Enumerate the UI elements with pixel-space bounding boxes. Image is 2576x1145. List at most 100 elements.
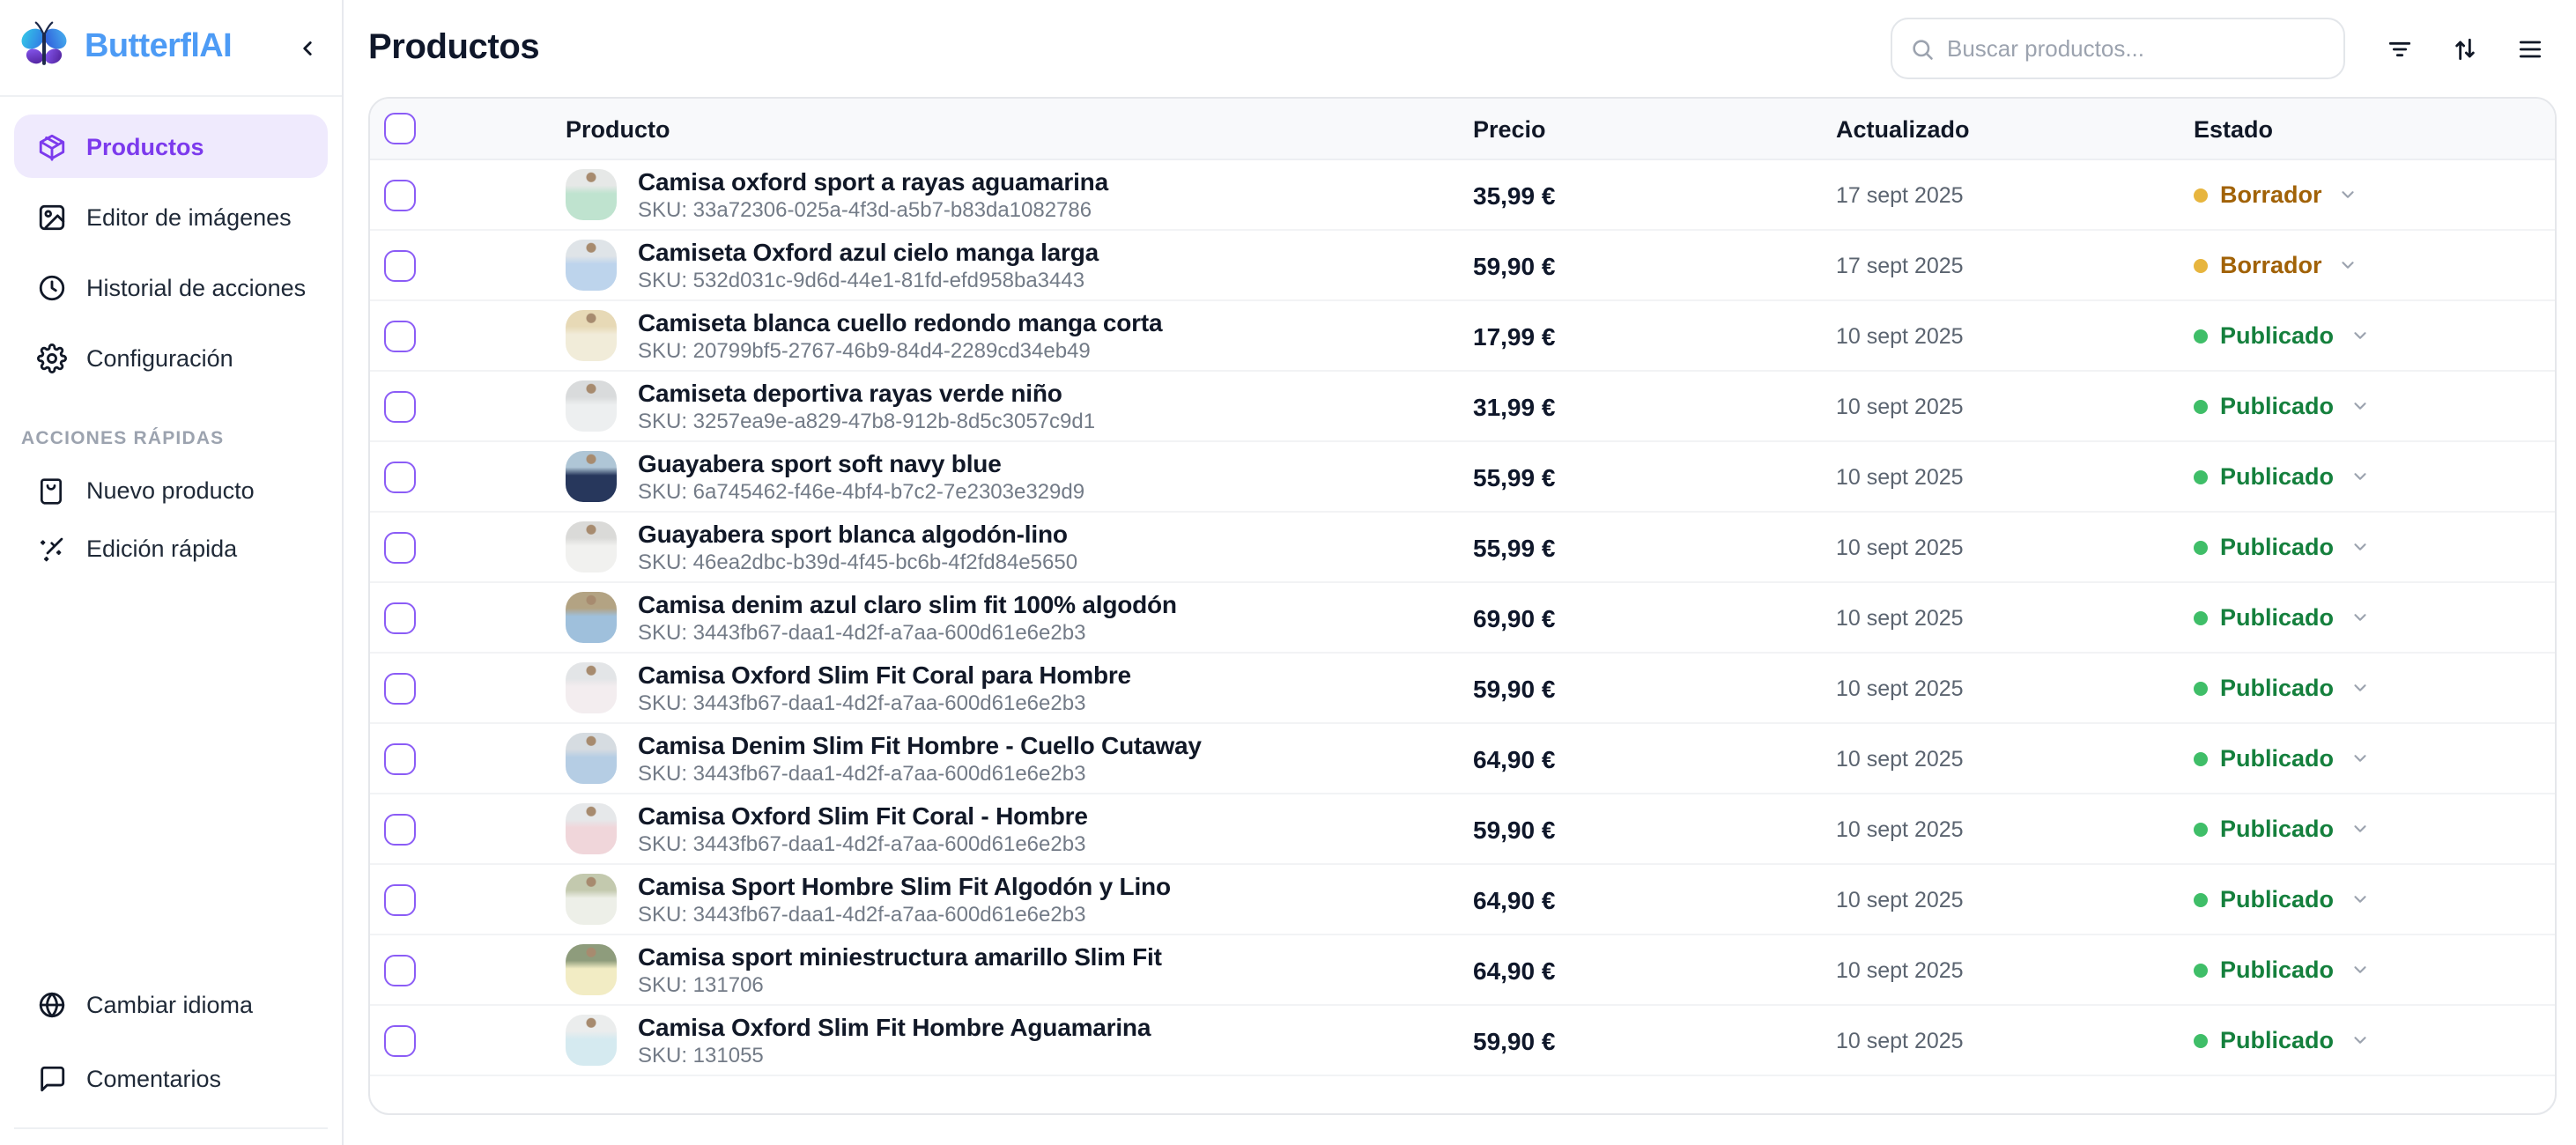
product-price: 64,90 € [1473,885,1556,913]
product-price: 55,99 € [1473,533,1556,561]
product-name: Guayabera sport soft navy blue [638,449,1002,477]
row-checkbox[interactable] [384,742,416,774]
product-thumbnail [566,240,617,291]
status-dot-icon [2194,610,2208,624]
status-dropdown[interactable]: Publicado [2194,886,2555,912]
product-price: 69,90 € [1473,603,1556,632]
table-row[interactable]: Camisa denim azul claro slim fit 100% al… [370,583,2555,654]
topbar-actions [1891,18,2557,79]
product-updated-date: 10 sept 2025 [1836,464,1964,489]
status-dropdown[interactable]: Publicado [2194,816,2555,842]
table-row[interactable]: Camisa Oxford Slim Fit Coral - Hombre SK… [370,794,2555,865]
row-checkbox[interactable] [384,672,416,704]
status-dropdown[interactable]: Publicado [2194,745,2555,772]
row-checkbox[interactable] [384,249,416,281]
product-sku: SKU: 532d031c-9d6d-44e1-81fd-efd958ba344… [638,268,1085,292]
row-checkbox[interactable] [384,954,416,986]
row-checkbox[interactable] [384,602,416,633]
row-checkbox[interactable] [384,813,416,845]
quick-action-edicion-rapida[interactable]: Edición rápida [14,521,328,576]
table-row[interactable]: Camisa Oxford Slim Fit Coral para Hombre… [370,654,2555,724]
product-thumbnail [566,662,617,713]
row-checkbox[interactable] [384,1024,416,1056]
filter-button[interactable] [2373,22,2426,75]
table-row[interactable]: Camisa oxford sport a rayas aguamarina S… [370,160,2555,231]
main-content: Productos [344,0,2576,1145]
product-thumbnail [566,592,617,643]
chevron-down-icon [2338,185,2358,204]
quick-action-label: Edición rápida [86,536,238,562]
product-updated-date: 10 sept 2025 [1836,605,1964,630]
row-checkbox[interactable] [384,531,416,563]
row-checkbox[interactable] [384,179,416,211]
product-name: Camisa Sport Hombre Slim Fit Algodón y L… [638,872,1171,900]
product-name: Camiseta deportiva rayas verde niño [638,379,1062,407]
product-thumbnail [566,451,617,502]
table-row[interactable]: Camiseta deportiva rayas verde niño SKU:… [370,372,2555,442]
product-sku: SKU: 3257ea9e-a829-47b8-912b-8d5c3057c9d… [638,409,1096,433]
menu-button[interactable] [2504,22,2557,75]
sidebar-item-historial[interactable]: Historial de acciones [14,255,328,319]
table-row[interactable]: Camisa Denim Slim Fit Hombre - Cuello Cu… [370,724,2555,794]
product-name: Camisa Denim Slim Fit Hombre - Cuello Cu… [638,731,1202,759]
status-dropdown[interactable]: Borrador [2194,252,2555,278]
status-label: Publicado [2220,957,2335,983]
table-row[interactable]: Guayabera sport soft navy blue SKU: 6a74… [370,442,2555,513]
chevron-down-icon [2350,396,2369,416]
sidebar-item-configuracion[interactable]: Configuración [14,326,328,389]
status-dropdown[interactable]: Borrador [2194,181,2555,208]
column-header-estado: Estado [2194,115,2274,142]
image-icon [35,201,67,233]
status-dropdown[interactable]: Publicado [2194,534,2555,560]
status-dropdown[interactable]: Publicado [2194,957,2555,983]
quick-action-nuevo-producto[interactable]: Nuevo producto [14,463,328,518]
sidebar-item-comentarios[interactable]: Comentarios [14,1043,328,1113]
quick-actions-heading: ACCIONES RÁPIDAS [21,428,225,449]
sidebar-item-label: Historial de acciones [86,274,307,300]
status-dropdown[interactable]: Publicado [2194,1027,2555,1053]
sidebar-item-cambiar-idioma[interactable]: Cambiar idioma [14,969,328,1039]
status-dropdown[interactable]: Publicado [2194,675,2555,701]
sort-icon [2455,37,2475,60]
select-all-checkbox[interactable] [384,113,416,144]
product-sku: SKU: 6a745462-f46e-4bf4-b7c2-7e2303e329d… [638,479,1085,504]
chevron-down-icon [2350,819,2369,838]
butterfly-logo-icon [14,18,74,78]
chevron-down-icon [2350,537,2369,557]
chevron-down-icon [2350,960,2369,979]
product-price: 64,90 € [1473,744,1556,772]
status-dropdown[interactable]: Publicado [2194,463,2555,490]
row-checkbox[interactable] [384,320,416,351]
row-checkbox[interactable] [384,461,416,492]
status-label: Publicado [2220,604,2335,631]
sidebar-header: ButterflAI [0,0,342,97]
table-row[interactable]: Camisa Sport Hombre Slim Fit Algodón y L… [370,865,2555,935]
status-dropdown[interactable]: Publicado [2194,393,2555,419]
table-row[interactable]: Camiseta blanca cuello redondo manga cor… [370,301,2555,372]
magic-wand-icon [35,533,67,565]
row-checkbox[interactable] [384,883,416,915]
search-input[interactable] [1947,35,2326,62]
sort-button[interactable] [2439,22,2491,75]
chevron-down-icon [2350,1030,2369,1050]
sidebar-item-productos[interactable]: Productos [14,114,328,178]
status-dropdown[interactable]: Publicado [2194,604,2555,631]
status-dropdown[interactable]: Publicado [2194,322,2555,349]
product-sku: SKU: 131055 [638,1043,764,1067]
sidebar-collapse-button[interactable] [289,30,324,65]
sidebar-item-editor-imagenes[interactable]: Editor de imágenes [14,185,328,248]
table-row[interactable]: Camisa sport miniestructura amarillo Sli… [370,935,2555,1006]
product-price: 64,90 € [1473,956,1556,984]
status-label: Publicado [2220,1027,2335,1053]
product-thumbnail [566,310,617,361]
status-dot-icon [2194,540,2208,554]
search-box[interactable] [1891,18,2345,79]
table-row[interactable]: Camisa Oxford Slim Fit Hombre Aguamarina… [370,1006,2555,1076]
product-name: Camisa Oxford Slim Fit Coral - Hombre [638,802,1088,830]
table-row[interactable]: Guayabera sport blanca algodón-lino SKU:… [370,513,2555,583]
row-checkbox[interactable] [384,390,416,422]
chevron-down-icon [2350,678,2369,698]
status-dot-icon [2194,1033,2208,1047]
product-thumbnail [566,874,617,925]
table-row[interactable]: Camiseta Oxford azul cielo manga larga S… [370,231,2555,301]
